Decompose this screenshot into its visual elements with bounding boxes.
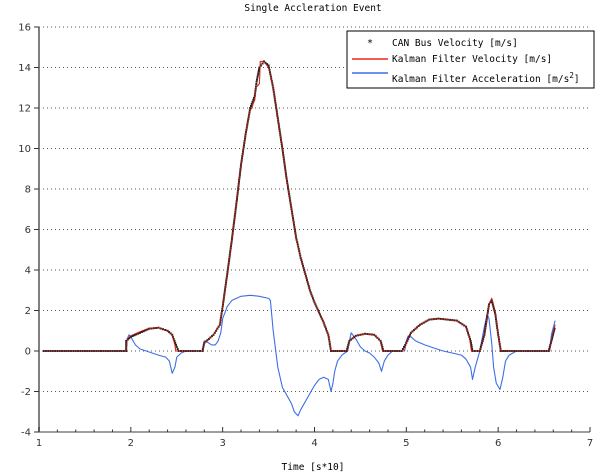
- y-tick-label: 6: [25, 225, 31, 236]
- plot-area: [42, 60, 556, 417]
- x-tick-label: 2: [128, 438, 134, 449]
- y-tick-label: 8: [25, 185, 31, 196]
- legend-label-kalman-velocity: Kalman Filter Velocity [m/s]: [392, 54, 552, 65]
- y-tick-label: -4: [21, 428, 31, 439]
- series-kalman-acceleration: [43, 294, 556, 417]
- y-axis-ticks: -4 -2 0 2 4 6 8 10 12 14 16: [18, 23, 39, 439]
- y-tick-label: 12: [18, 104, 31, 115]
- y-tick-label: 10: [18, 144, 31, 155]
- series-can-bus-velocity: [42, 60, 556, 352]
- series-kalman-velocity-overlay: [43, 61, 556, 352]
- chart-title: Single Accleration Event: [244, 3, 381, 14]
- y-tick-label: 2: [25, 306, 31, 317]
- y-tick-label: 14: [18, 63, 31, 74]
- y-tick-label: -2: [21, 387, 31, 398]
- x-axis-ticks: 1 2 3 4 5 6 7: [36, 427, 593, 449]
- x-tick-label: 4: [311, 438, 317, 449]
- x-tick-label: 3: [219, 438, 225, 449]
- x-tick-label: 6: [495, 438, 501, 449]
- x-axis-label: Time [s*10]: [282, 462, 345, 473]
- y-tick-label: 0: [25, 347, 31, 358]
- y-tick-label: 16: [18, 23, 31, 34]
- legend-box: [346, 30, 595, 89]
- y-tick-label: 4: [25, 266, 31, 277]
- legend-label-can-bus: CAN Bus Velocity [m/s]: [392, 38, 518, 49]
- legend-label-kalman-accel: Kalman Filter Acceleration [m/s2]: [392, 71, 580, 85]
- x-tick-label: 7: [587, 438, 593, 449]
- legend: * CAN Bus Velocity [m/s] Kalman Filter V…: [346, 30, 595, 89]
- x-tick-label: 5: [403, 438, 409, 449]
- legend-marker-can-bus-icon: *: [367, 38, 373, 49]
- x-tick-label: 1: [36, 438, 42, 449]
- series-kalman-velocity: [43, 60, 556, 352]
